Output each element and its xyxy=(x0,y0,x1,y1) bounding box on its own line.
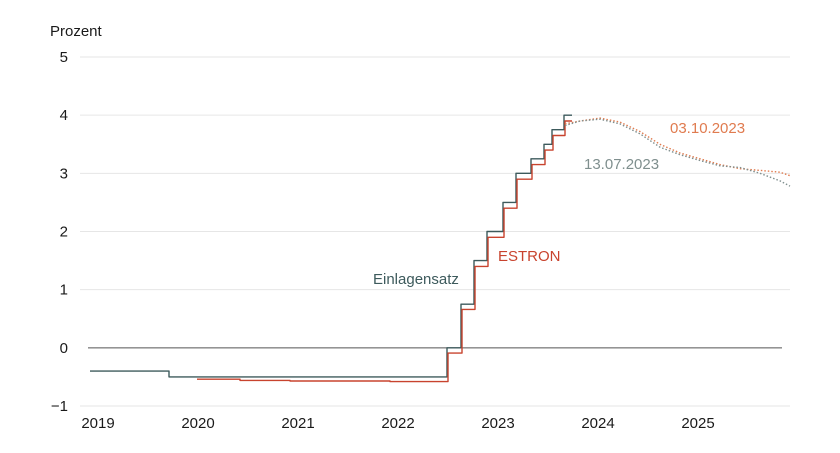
series-lines xyxy=(90,114,791,383)
gridlines xyxy=(80,56,790,407)
estron-line xyxy=(197,120,572,383)
y-axis-unit-label: Prozent xyxy=(50,23,103,40)
y-tick-label: 0 xyxy=(60,340,68,357)
forward-2023-07-13-line xyxy=(564,118,791,187)
x-axis-ticks: 2019 2020 2021 2022 2023 2024 2025 xyxy=(81,415,714,432)
einlagensatz-label: Einlagensatz xyxy=(373,271,459,288)
y-tick-label: 5 xyxy=(60,49,68,66)
x-tick-label: 2019 xyxy=(81,415,114,432)
y-tick-label: 1 xyxy=(60,282,68,299)
forward-2023-07-13-label: 13.07.2023 xyxy=(584,156,659,173)
einlagensatz-line xyxy=(90,114,572,378)
y-tick-label: 3 xyxy=(60,165,68,182)
x-tick-label: 2020 xyxy=(181,415,214,432)
x-tick-label: 2021 xyxy=(281,415,314,432)
x-tick-label: 2024 xyxy=(581,415,614,432)
y-tick-label: 2 xyxy=(60,224,68,241)
x-tick-label: 2022 xyxy=(381,415,414,432)
y-tick-label: 4 xyxy=(60,107,68,124)
x-tick-label: 2025 xyxy=(681,415,714,432)
estron-label: ESTRON xyxy=(498,248,561,265)
x-tick-label: 2023 xyxy=(481,415,514,432)
forward-2023-10-03-label: 03.10.2023 xyxy=(670,120,745,137)
y-axis-ticks: 5 4 3 2 1 0 −1 xyxy=(51,49,68,415)
forward-2023-10-03-line xyxy=(564,117,791,177)
y-tick-label: −1 xyxy=(51,398,68,415)
